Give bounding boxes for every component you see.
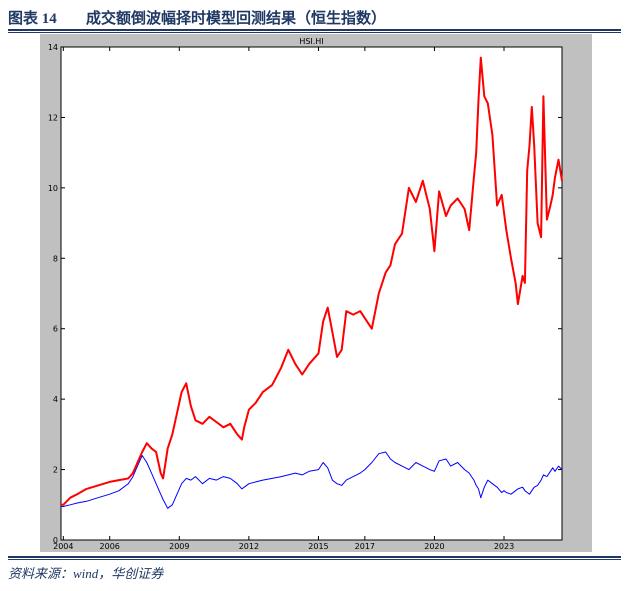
x-tick-label: 2015 [308,542,328,551]
y-tick-label: 4 [53,395,58,404]
x-tick-label: 2009 [169,542,189,551]
y-tick-label: 8 [53,254,58,263]
x-tick-label: 2020 [424,542,444,551]
x-tick-label: 2012 [239,542,259,551]
x-tick-label: 2004 [53,542,73,551]
y-tick-label: 0 [53,536,58,545]
index-line [61,451,563,509]
y-tick-label: 10 [48,184,58,193]
footer-rule-thin [8,559,621,560]
header-rule [8,29,621,31]
line-chart: HSI.HI 0 2 4 6 8 10 12 14 2004 2006 2009 2012 2015 201… [48,37,563,551]
figure-label: 图表 14 [8,11,57,27]
header-rule-thin [8,32,621,33]
y-tick-label: 2 [53,466,58,475]
x-tick-label: 2017 [355,542,375,551]
footer-rule [8,556,621,558]
x-tick-label: 2023 [494,542,514,551]
x-tick-label: 2006 [100,542,120,551]
source-note: 资料来源：wind，华创证券 [8,566,164,581]
strategy-nav-line [61,56,563,506]
y-tick-label: 14 [48,43,58,52]
plot-area [60,46,563,541]
figure-title: 成交额倒波幅择时模型回测结果（恒生指数） [86,11,387,27]
figure-header: 图表 14 成交额倒波幅择时模型回测结果（恒生指数） [8,7,621,29]
y-tick-label: 6 [53,325,58,334]
chart-title: HSI.HI [299,37,323,46]
chart-frame: HSI.HI 0 2 4 6 8 10 12 14 2004 2006 2009 2012 2015 201… [40,34,592,552]
y-tick-label: 12 [48,113,58,122]
